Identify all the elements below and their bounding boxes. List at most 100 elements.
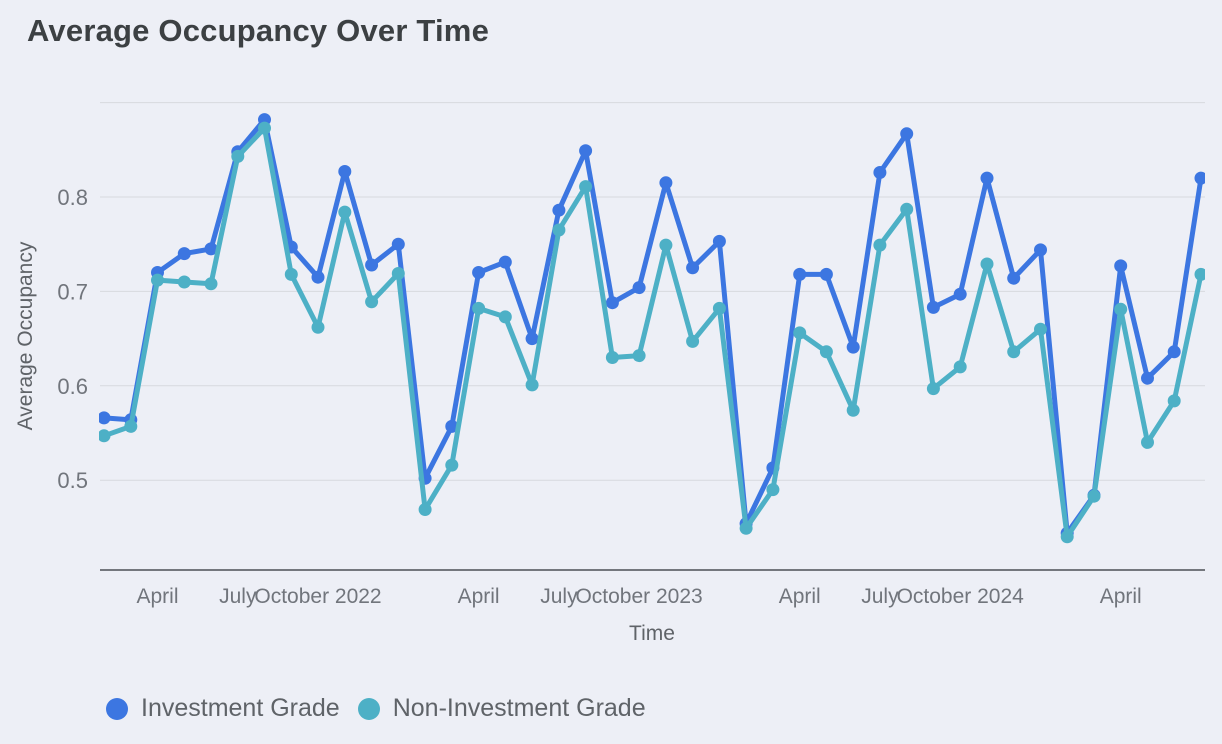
data-point-non-investment-grade[interactable] xyxy=(284,267,298,281)
data-point-non-investment-grade[interactable] xyxy=(204,277,218,291)
x-tick-label: July xyxy=(219,585,257,608)
data-point-investment-grade[interactable] xyxy=(177,247,191,261)
data-point-investment-grade[interactable] xyxy=(686,261,700,275)
data-point-non-investment-grade[interactable] xyxy=(258,121,271,135)
data-point-non-investment-grade[interactable] xyxy=(472,301,486,315)
x-tick-label: April xyxy=(136,585,178,608)
data-point-investment-grade[interactable] xyxy=(1194,171,1208,185)
data-point-non-investment-grade[interactable] xyxy=(365,295,379,309)
data-point-investment-grade[interactable] xyxy=(338,165,352,178)
data-point-investment-grade[interactable] xyxy=(632,281,646,295)
x-tick-label: April xyxy=(1100,585,1142,608)
data-point-investment-grade[interactable] xyxy=(605,296,619,310)
data-point-non-investment-grade[interactable] xyxy=(1087,489,1101,503)
data-point-investment-grade[interactable] xyxy=(391,237,405,251)
data-point-non-investment-grade[interactable] xyxy=(151,273,164,287)
data-point-non-investment-grade[interactable] xyxy=(1141,435,1154,449)
chart-title: Average Occupancy Over Time xyxy=(27,13,490,48)
data-point-investment-grade[interactable] xyxy=(311,270,325,284)
data-point-investment-grade[interactable] xyxy=(1034,243,1047,257)
data-point-investment-grade[interactable] xyxy=(1167,345,1181,359)
data-point-non-investment-grade[interactable] xyxy=(605,351,619,364)
x-tick-label: October 2022 xyxy=(254,585,381,608)
data-point-investment-grade[interactable] xyxy=(98,411,111,425)
data-point-non-investment-grade[interactable] xyxy=(1167,394,1181,408)
data-point-non-investment-grade[interactable] xyxy=(632,349,646,363)
data-point-non-investment-grade[interactable] xyxy=(766,483,780,497)
data-point-investment-grade[interactable] xyxy=(819,267,833,281)
data-point-non-investment-grade[interactable] xyxy=(231,149,245,163)
data-point-investment-grade[interactable] xyxy=(525,332,539,346)
data-point-investment-grade[interactable] xyxy=(926,300,940,314)
data-point-non-investment-grade[interactable] xyxy=(1007,345,1021,359)
data-point-investment-grade[interactable] xyxy=(659,176,673,190)
data-point-non-investment-grade[interactable] xyxy=(1194,267,1208,281)
legend-item-investment-grade[interactable]: Investment Grade xyxy=(106,694,340,723)
data-point-non-investment-grade[interactable] xyxy=(1114,302,1128,316)
data-point-non-investment-grade[interactable] xyxy=(739,521,753,535)
data-point-non-investment-grade[interactable] xyxy=(552,223,566,237)
data-point-non-investment-grade[interactable] xyxy=(900,202,914,216)
data-point-non-investment-grade[interactable] xyxy=(418,503,432,516)
legend-item-non-investment-grade[interactable]: Non-Investment Grade xyxy=(357,694,646,723)
data-point-non-investment-grade[interactable] xyxy=(980,257,994,271)
data-point-non-investment-grade[interactable] xyxy=(659,238,673,252)
x-tick-label: July xyxy=(861,585,899,608)
data-point-investment-grade[interactable] xyxy=(846,340,860,354)
data-point-non-investment-grade[interactable] xyxy=(819,345,833,359)
data-point-investment-grade[interactable] xyxy=(980,171,994,185)
y-tick-label: 0.8 xyxy=(57,185,88,210)
legend-label: Investment Grade xyxy=(141,694,340,722)
data-point-non-investment-grade[interactable] xyxy=(1034,322,1047,336)
data-point-non-investment-grade[interactable] xyxy=(846,403,860,417)
data-point-non-investment-grade[interactable] xyxy=(311,320,325,334)
data-point-non-investment-grade[interactable] xyxy=(525,378,539,392)
legend: Investment Grade Non-Investment Grade xyxy=(106,694,646,723)
data-point-investment-grade[interactable] xyxy=(579,144,593,158)
x-tick-label: July xyxy=(540,585,578,608)
data-point-investment-grade[interactable] xyxy=(365,258,379,272)
data-point-non-investment-grade[interactable] xyxy=(1060,530,1074,544)
x-axis-title: Time xyxy=(629,622,675,645)
data-point-investment-grade[interactable] xyxy=(552,203,566,217)
data-point-investment-grade[interactable] xyxy=(793,267,807,281)
x-tick-label: October 2023 xyxy=(575,585,702,608)
data-point-non-investment-grade[interactable] xyxy=(926,382,940,396)
investment-grade-dot-icon xyxy=(106,697,128,720)
data-point-non-investment-grade[interactable] xyxy=(712,301,726,315)
data-point-non-investment-grade[interactable] xyxy=(579,180,593,194)
data-point-non-investment-grade[interactable] xyxy=(498,310,512,324)
data-point-investment-grade[interactable] xyxy=(1007,271,1021,285)
data-point-investment-grade[interactable] xyxy=(873,166,887,179)
data-point-investment-grade[interactable] xyxy=(900,127,914,141)
series-layer xyxy=(98,113,1208,544)
data-point-non-investment-grade[interactable] xyxy=(793,326,807,340)
non-investment-grade-dot-icon xyxy=(357,697,380,720)
data-point-non-investment-grade[interactable] xyxy=(873,238,887,252)
data-point-investment-grade[interactable] xyxy=(472,266,486,279)
y-axis-title: Average Occupancy xyxy=(14,241,37,430)
legend-label: Non-Investment Grade xyxy=(392,694,646,722)
data-point-non-investment-grade[interactable] xyxy=(124,419,138,433)
data-point-non-investment-grade[interactable] xyxy=(391,267,405,280)
data-point-investment-grade[interactable] xyxy=(712,234,726,248)
data-point-non-investment-grade[interactable] xyxy=(953,360,967,374)
x-tick-label: October 2024 xyxy=(897,585,1025,608)
data-point-non-investment-grade[interactable] xyxy=(686,334,700,348)
data-point-non-investment-grade[interactable] xyxy=(338,205,352,219)
data-point-investment-grade[interactable] xyxy=(204,242,218,256)
x-tick-label: April xyxy=(779,585,821,608)
data-point-non-investment-grade[interactable] xyxy=(177,275,191,289)
x-tick-label: April xyxy=(458,585,500,608)
data-point-investment-grade[interactable] xyxy=(1114,259,1128,273)
data-point-investment-grade[interactable] xyxy=(1141,371,1154,385)
y-axis-tick-labels: 0.8 0.7 0.6 0.5 xyxy=(57,185,88,493)
data-point-non-investment-grade[interactable] xyxy=(98,429,111,443)
data-point-non-investment-grade[interactable] xyxy=(445,458,459,472)
data-point-investment-grade[interactable] xyxy=(445,419,459,433)
data-point-investment-grade[interactable] xyxy=(498,255,512,269)
y-tick-label: 0.6 xyxy=(57,374,88,399)
data-point-investment-grade[interactable] xyxy=(953,287,967,301)
